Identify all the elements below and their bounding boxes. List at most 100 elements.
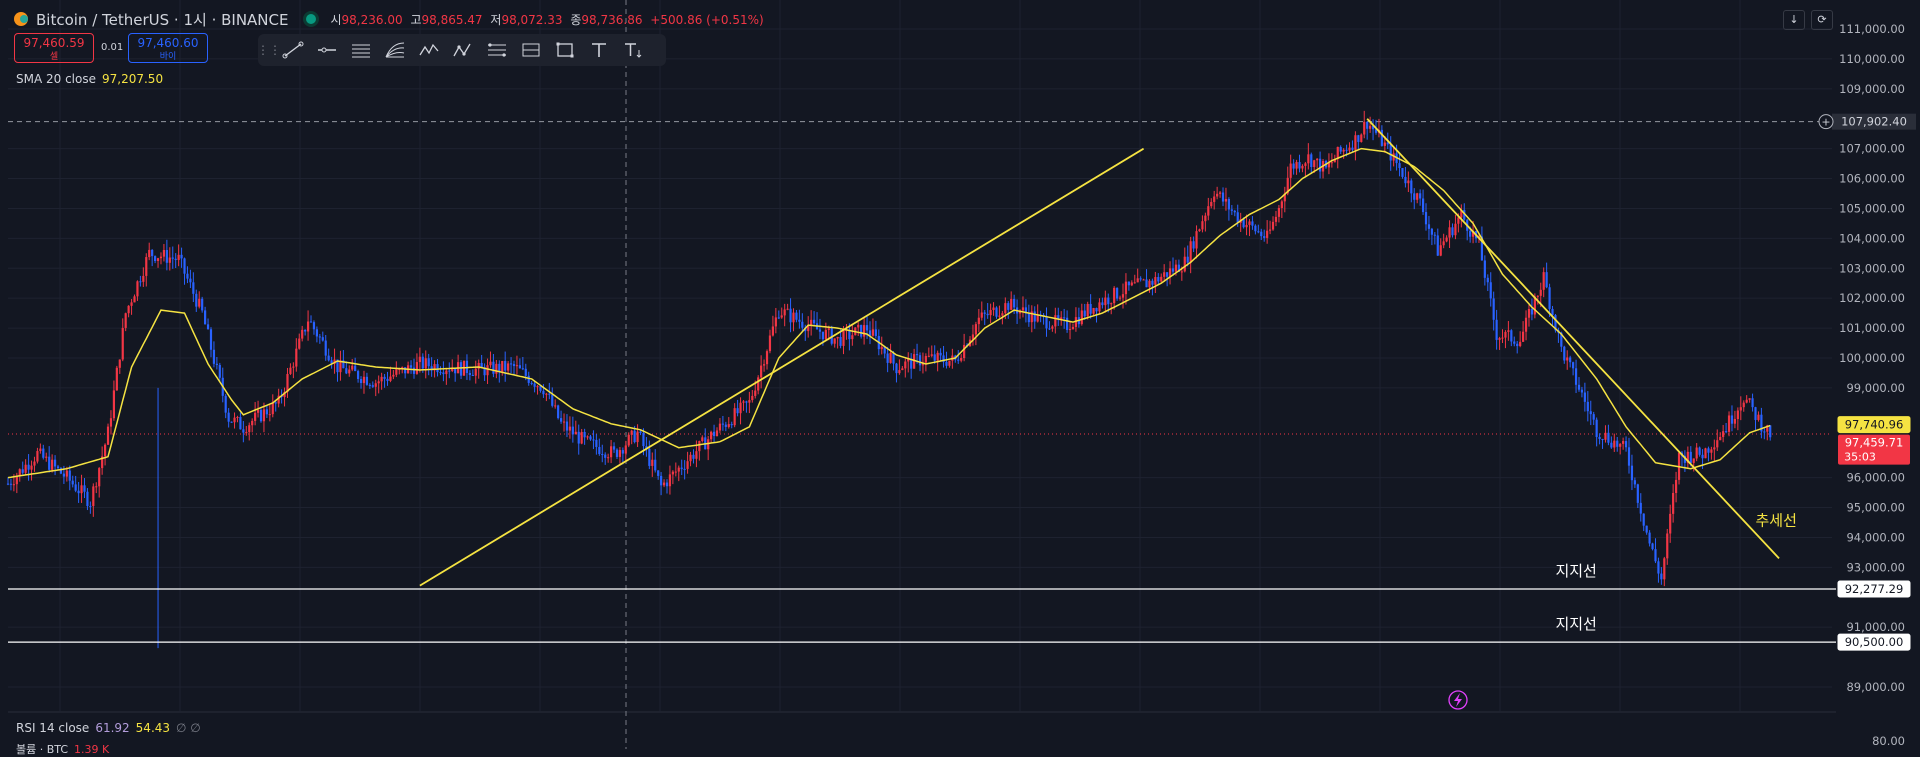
price-tick-label: 95,000.00 [1846, 501, 1905, 515]
candle-body [1766, 425, 1769, 432]
candle-body [1142, 279, 1145, 281]
candle-body [724, 424, 727, 427]
candle-body [554, 405, 557, 407]
candle-body [774, 317, 777, 327]
candle-body [1257, 231, 1260, 233]
parallel-channel-icon[interactable] [346, 37, 376, 63]
candle-body [1036, 314, 1039, 322]
candle-body [657, 470, 660, 476]
candle-body [880, 346, 883, 350]
candle-body [833, 338, 836, 344]
support-2-tag: 90,500.00 [1845, 635, 1904, 649]
candle-body [1580, 389, 1584, 393]
candle-body [180, 254, 183, 259]
buy-button[interactable]: 97,460.60 바이 [128, 33, 208, 63]
candle-body [1624, 441, 1628, 448]
candle-body [1145, 279, 1148, 288]
candle-body [430, 366, 433, 371]
range-icon[interactable] [516, 37, 546, 63]
candle-body [1013, 298, 1016, 308]
candle-body [765, 351, 769, 365]
rectangle-icon[interactable] [550, 37, 580, 63]
reset-chart-icon[interactable]: ⟳ [1811, 10, 1833, 30]
candle-body [557, 405, 560, 419]
candle-body [742, 401, 745, 403]
candle-body [227, 412, 230, 422]
candle-body [1107, 297, 1110, 305]
pattern-icon[interactable] [414, 37, 444, 63]
candle-body [171, 257, 174, 259]
candles [6, 110, 1772, 649]
candle-body [1504, 331, 1507, 338]
candle-body [304, 329, 307, 332]
candle-body [1710, 449, 1713, 453]
text-icon[interactable] [584, 37, 614, 63]
candle-body [1430, 228, 1433, 235]
candle-body [527, 375, 530, 383]
candle-body [865, 325, 869, 331]
candle-body [977, 317, 980, 325]
candle-body [1563, 346, 1566, 361]
rsi-legend[interactable]: RSI 14 close 61.92 54.43 ∅ ∅ [16, 721, 201, 735]
rsi-ma-value: 54.43 [135, 721, 171, 735]
sell-label: 셀 [49, 52, 59, 62]
candle-body [204, 310, 207, 325]
candle-body [1113, 287, 1116, 304]
candle-body [92, 486, 95, 506]
abcd-pattern-icon[interactable] [448, 37, 478, 63]
scroll-to-latest-icon[interactable]: ↓ [1783, 10, 1805, 30]
candle-body [1698, 447, 1701, 455]
trendline-icon[interactable] [278, 37, 308, 63]
candle-body [748, 400, 751, 403]
text-anchored-icon[interactable] [618, 37, 648, 63]
price-tick-label: 103,000.00 [1839, 261, 1905, 275]
candle-body [1074, 317, 1078, 327]
candle-body [1548, 287, 1551, 309]
candle-body [621, 450, 624, 454]
candle-body [433, 364, 436, 371]
candle-body [607, 457, 610, 459]
trendline-uptrend [419, 147, 1145, 587]
candle-body [1371, 125, 1375, 130]
candle-body [174, 258, 177, 261]
candle-body [842, 330, 845, 346]
volume-legend[interactable]: 볼륨 · BTC 1.39 K [16, 741, 109, 757]
candle-body [130, 302, 133, 306]
candle-body [418, 356, 421, 363]
candle-body [1280, 201, 1283, 208]
open-value: 98,236.00 [341, 12, 403, 27]
candle-body [1592, 414, 1595, 420]
candle-body [545, 393, 548, 395]
fib-fan-icon[interactable] [380, 37, 410, 63]
candle-body [1545, 272, 1548, 288]
candle-body [1271, 221, 1275, 230]
symbol-title[interactable]: Bitcoin / TetherUS · 1시 · BINANCE [36, 10, 289, 29]
candle-body [1227, 199, 1231, 210]
candle-body [395, 369, 398, 375]
candle-body [1027, 313, 1030, 323]
candle-body [1166, 272, 1169, 277]
candle-body [1719, 436, 1722, 441]
candle-body [454, 368, 457, 374]
candle-body [1398, 163, 1401, 169]
price-tick-label: 104,000.00 [1839, 231, 1905, 245]
candle-body [306, 321, 310, 332]
horizontal-ray-icon[interactable] [312, 37, 342, 63]
candle-body [995, 307, 998, 317]
grip-icon[interactable]: ⋮⋮ [257, 43, 281, 57]
gann-box-icon[interactable] [482, 37, 512, 63]
candle-body [733, 408, 736, 426]
candle-body [1333, 159, 1336, 163]
sma-line [7, 147, 1771, 479]
candle-body [1124, 281, 1128, 295]
candle-body [986, 313, 989, 316]
candle-body [598, 446, 601, 455]
candle-body [153, 256, 157, 262]
candle-body [654, 459, 657, 471]
candle-body [298, 338, 301, 349]
sell-button[interactable]: 97,460.59 셀 [14, 33, 94, 63]
support-1-tag-box [1837, 580, 1911, 598]
candle-body [48, 456, 51, 470]
sma-legend[interactable]: SMA 20 close 97,207.50 [16, 72, 163, 86]
